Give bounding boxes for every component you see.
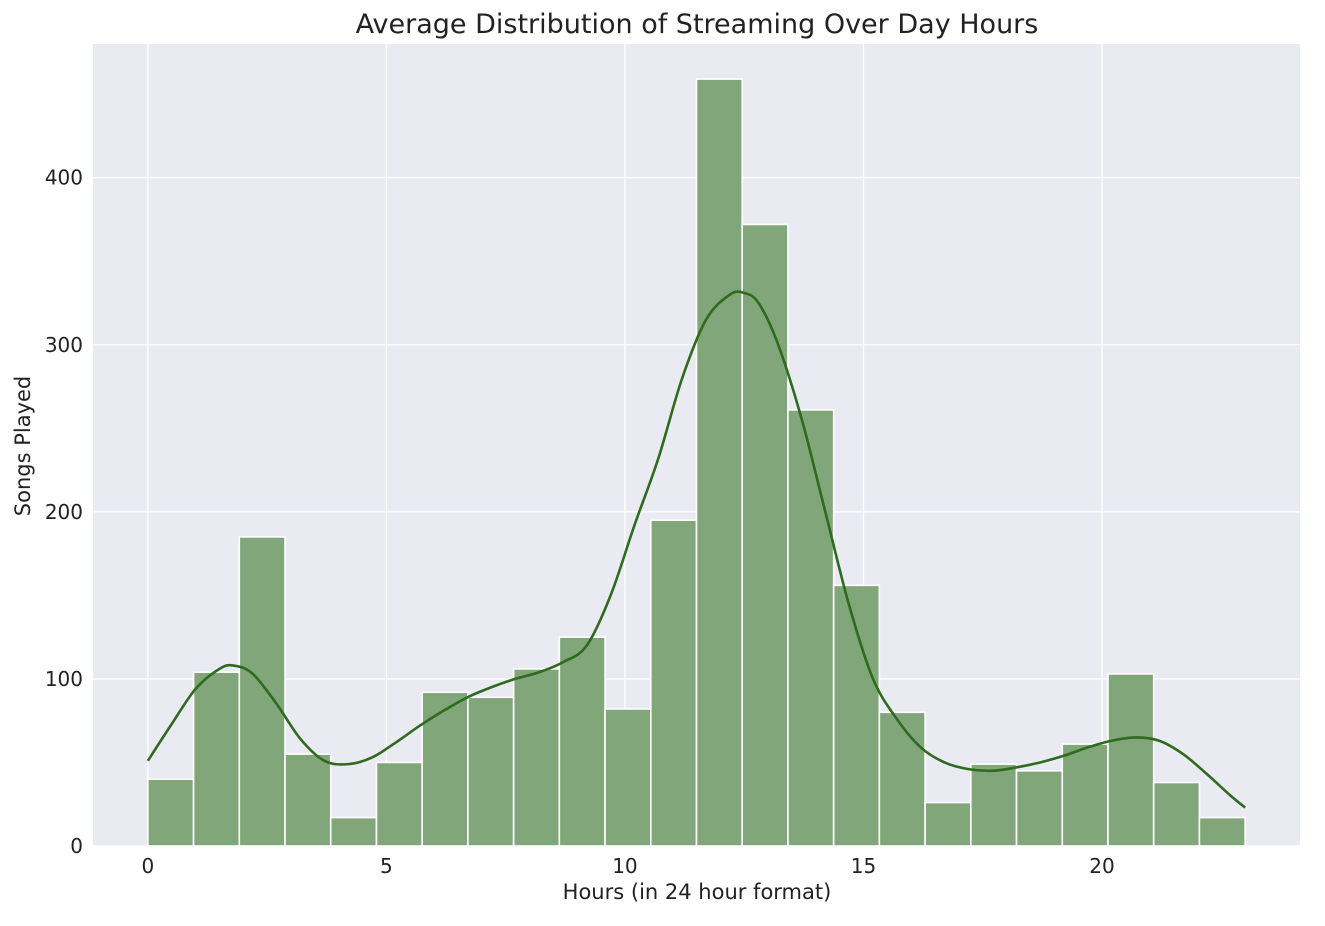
- y-tick-label: 300: [45, 333, 83, 357]
- histogram-bar: [970, 763, 1018, 847]
- x-tick-label: 15: [851, 854, 876, 878]
- x-tick-label: 5: [380, 854, 393, 878]
- kde-curve: [146, 290, 1246, 809]
- histogram-bar: [649, 519, 698, 847]
- y-tick-label: 400: [45, 166, 83, 190]
- x-tick-label: 0: [141, 854, 154, 878]
- histogram-bar: [1152, 781, 1201, 847]
- histogram-bar: [421, 691, 469, 847]
- histogram-bar: [512, 668, 561, 847]
- histogram-bar: [329, 816, 378, 847]
- histogram-bar: [604, 708, 652, 847]
- histogram-bar: [1015, 770, 1064, 847]
- histogram-bar: [878, 711, 926, 847]
- histogram-bar: [787, 409, 835, 847]
- histogram-bar: [558, 636, 606, 847]
- histogram-bar: [1198, 816, 1246, 847]
- x-tick-label: 20: [1089, 854, 1114, 878]
- x-tick-label: 10: [612, 854, 637, 878]
- histogram-bar: [375, 761, 423, 847]
- histogram-bar: [238, 536, 286, 847]
- chart-title: Average Distribution of Streaming Over D…: [356, 9, 1039, 40]
- histogram-bar: [284, 753, 332, 847]
- histogram-bar: [192, 671, 241, 847]
- histogram-bar: [832, 584, 881, 847]
- histogram-bar: [147, 778, 195, 847]
- y-axis-label: Songs Played: [11, 376, 35, 516]
- y-tick-label: 0: [70, 834, 83, 858]
- histogram-bars: [147, 78, 1246, 847]
- histogram-bar: [467, 696, 515, 847]
- histogram-bar: [924, 801, 972, 847]
- y-tick-label: 100: [45, 667, 83, 691]
- y-tick-label: 200: [45, 500, 83, 524]
- histogram-bar: [741, 223, 789, 847]
- histogram-bar: [1061, 743, 1109, 847]
- histogram-bar: [1107, 673, 1155, 847]
- x-axis-label: Hours (in 24 hour format): [563, 880, 832, 904]
- histogram-bar: [695, 78, 744, 847]
